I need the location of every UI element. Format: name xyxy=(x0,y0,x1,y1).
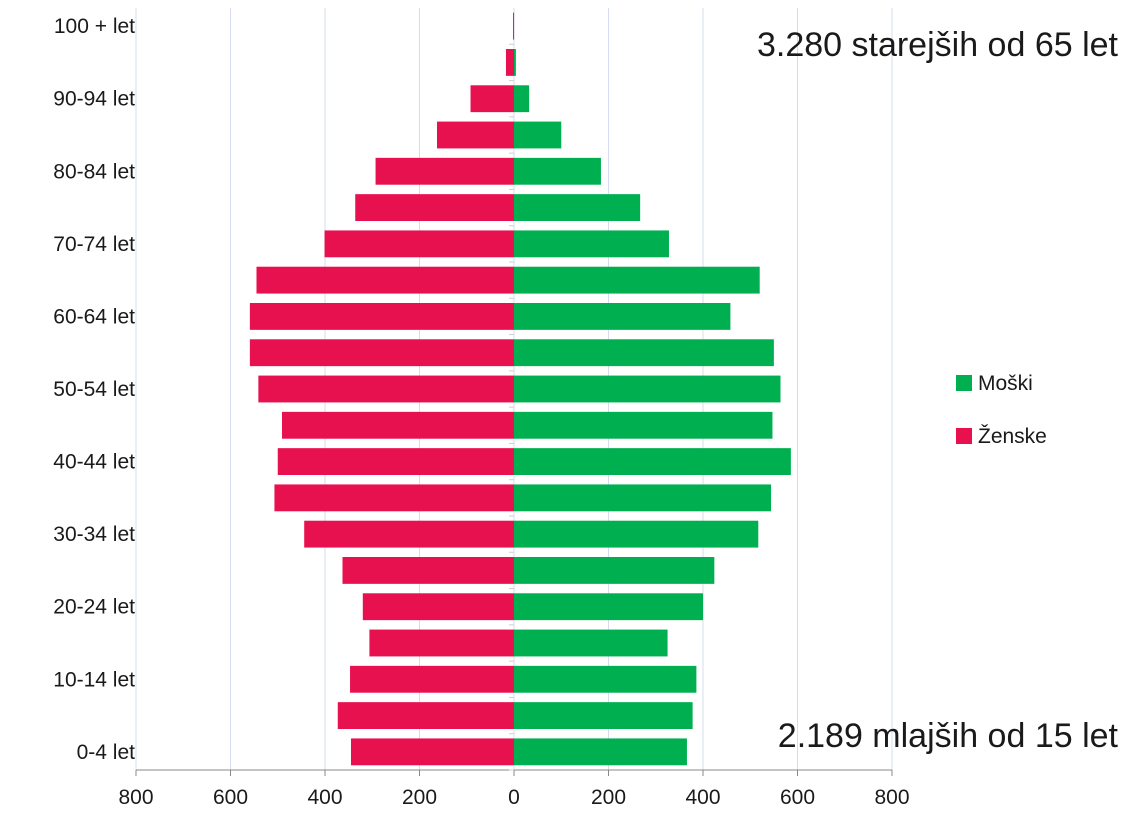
bar-moski xyxy=(514,266,760,294)
bar-moski xyxy=(514,157,601,185)
bar-moski xyxy=(514,411,773,439)
bar-moski xyxy=(514,484,772,512)
x-tick-label: 200 xyxy=(402,786,437,809)
category-label: 10-14 let xyxy=(53,668,135,691)
category-label: 80-84 let xyxy=(53,160,135,183)
bar-moski xyxy=(514,375,781,403)
bar-zenske xyxy=(470,85,514,113)
bar-zenske xyxy=(355,194,514,221)
category-label: 70-74 let xyxy=(53,233,135,256)
x-tick-label: 800 xyxy=(118,786,153,809)
bars xyxy=(249,12,791,766)
bar-zenske xyxy=(256,266,514,294)
category-label: 0-4 let xyxy=(77,741,136,764)
bar-moski xyxy=(514,557,715,584)
category-label: 40-44 let xyxy=(53,451,135,474)
bar-moski xyxy=(514,339,774,367)
bar-zenske xyxy=(505,49,514,76)
category-label: 50-54 let xyxy=(53,378,135,401)
category-label: 60-64 let xyxy=(53,305,135,328)
category-label: 20-24 let xyxy=(53,596,135,619)
bar-zenske xyxy=(274,484,514,512)
bar-moski xyxy=(514,665,697,693)
bar-moski xyxy=(514,49,516,76)
x-tick-label: 400 xyxy=(307,786,342,809)
bar-moski xyxy=(514,121,562,149)
bar-zenske xyxy=(282,411,514,439)
bar-zenske xyxy=(258,375,514,403)
category-label: 30-34 let xyxy=(53,523,135,546)
annotation-top: 3.280 starejših od 65 let xyxy=(757,26,1119,64)
bar-moski xyxy=(514,702,693,729)
bar-moski xyxy=(514,230,669,258)
bar-zenske xyxy=(513,12,515,40)
bar-zenske xyxy=(375,157,514,185)
x-tick-label: 400 xyxy=(685,786,720,809)
bar-zenske xyxy=(304,520,514,548)
x-tick-label: 600 xyxy=(213,786,248,809)
legend-swatch-zenske xyxy=(956,428,972,444)
annotation-bottom: 2.189 mlajših od 15 let xyxy=(778,717,1119,755)
category-axis: 0-4 let 10-14 let 20-24 let 30-34 let 40-44 … xyxy=(53,15,514,771)
bar-zenske xyxy=(337,702,514,729)
x-tick-label: 600 xyxy=(780,786,815,809)
bar-moski xyxy=(514,738,687,766)
bar-moski xyxy=(514,629,668,657)
bar-moski xyxy=(514,194,641,221)
bar-zenske xyxy=(277,448,514,475)
bar-moski xyxy=(514,448,791,475)
bar-zenske xyxy=(362,593,514,621)
bar-moski xyxy=(514,85,530,113)
bar-moski xyxy=(514,520,759,548)
legend-label-zenske: Ženske xyxy=(978,425,1047,448)
x-tick-label: 0 xyxy=(508,786,520,809)
bar-zenske xyxy=(436,121,514,149)
x-tick-label: 200 xyxy=(591,786,626,809)
bar-zenske xyxy=(350,665,514,693)
bar-zenske xyxy=(249,339,514,367)
category-label: 90-94 let xyxy=(53,88,135,111)
legend-label-moski: Moški xyxy=(978,372,1033,395)
legend: Moški Ženske xyxy=(956,372,1047,448)
x-tick-label: 800 xyxy=(874,786,909,809)
bar-zenske xyxy=(249,303,514,330)
category-label: 100 + let xyxy=(54,15,135,38)
bar-zenske xyxy=(350,738,514,766)
x-axis: 800 600 400 200 0 200 400 600 800 xyxy=(118,769,910,809)
bar-zenske xyxy=(342,557,514,584)
bar-moski xyxy=(514,593,703,621)
bar-zenske xyxy=(324,230,514,258)
bar-zenske xyxy=(369,629,514,657)
legend-swatch-moski xyxy=(956,375,972,391)
bar-moski xyxy=(514,303,731,330)
